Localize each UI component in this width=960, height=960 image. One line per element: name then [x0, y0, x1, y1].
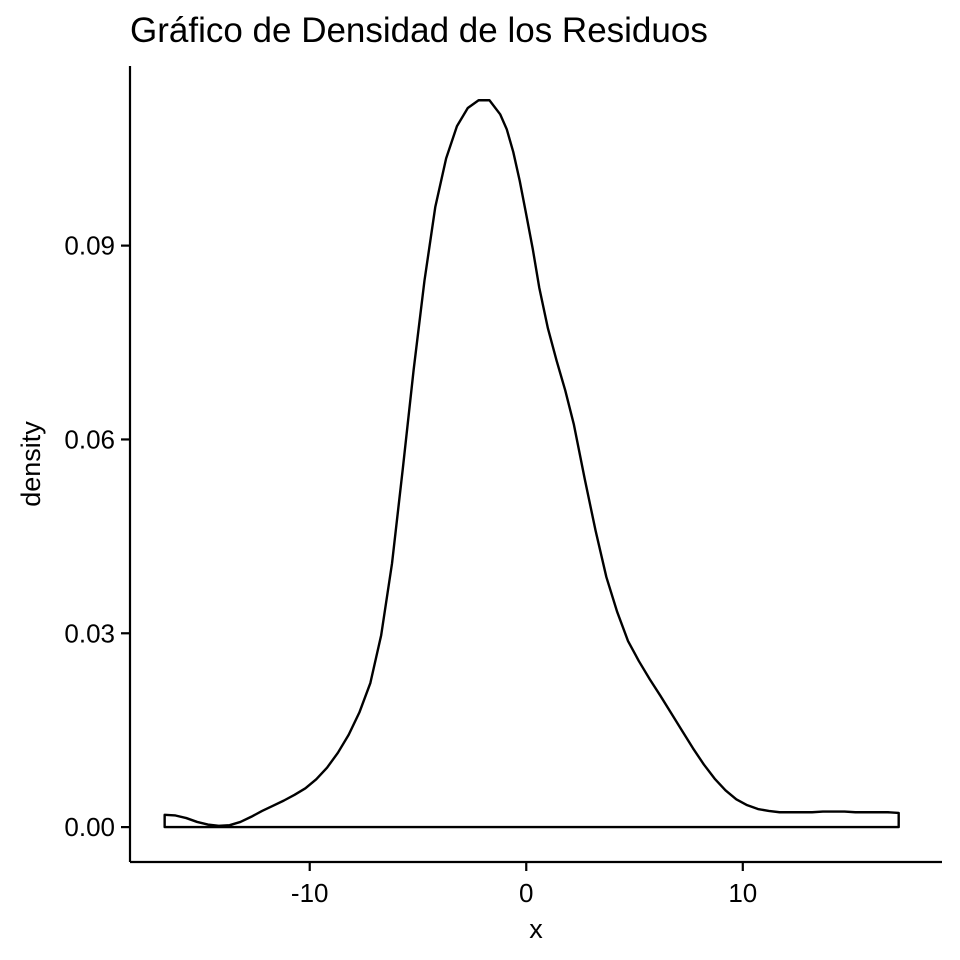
y-tick-label: 0.09 — [64, 231, 115, 261]
y-tick-label: 0.03 — [64, 618, 115, 648]
y-tick-label: 0.06 — [64, 424, 115, 454]
x-axis-title: x — [529, 914, 543, 944]
y-axis-ticks: 0.00 0.03 0.06 0.09 — [64, 231, 130, 842]
density-curve — [163, 99, 900, 829]
plot-area — [163, 99, 900, 829]
x-tick-label: 0 — [519, 878, 533, 908]
y-tick-label: 0.00 — [64, 812, 115, 842]
x-axis-ticks: -10 0 10 — [291, 862, 757, 908]
x-tick-label: -10 — [291, 878, 329, 908]
chart-title: Gráfico de Densidad de los Residuos — [130, 11, 708, 50]
x-tick-label: 10 — [728, 878, 757, 908]
y-axis-title: density — [16, 421, 46, 507]
